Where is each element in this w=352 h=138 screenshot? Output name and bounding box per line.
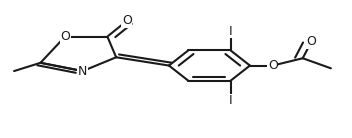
Text: O: O [268, 59, 278, 72]
Text: I: I [229, 25, 232, 38]
Text: O: O [307, 35, 316, 48]
Text: N: N [78, 65, 87, 78]
Text: O: O [122, 14, 132, 27]
Text: O: O [60, 30, 70, 43]
Text: I: I [229, 94, 232, 107]
